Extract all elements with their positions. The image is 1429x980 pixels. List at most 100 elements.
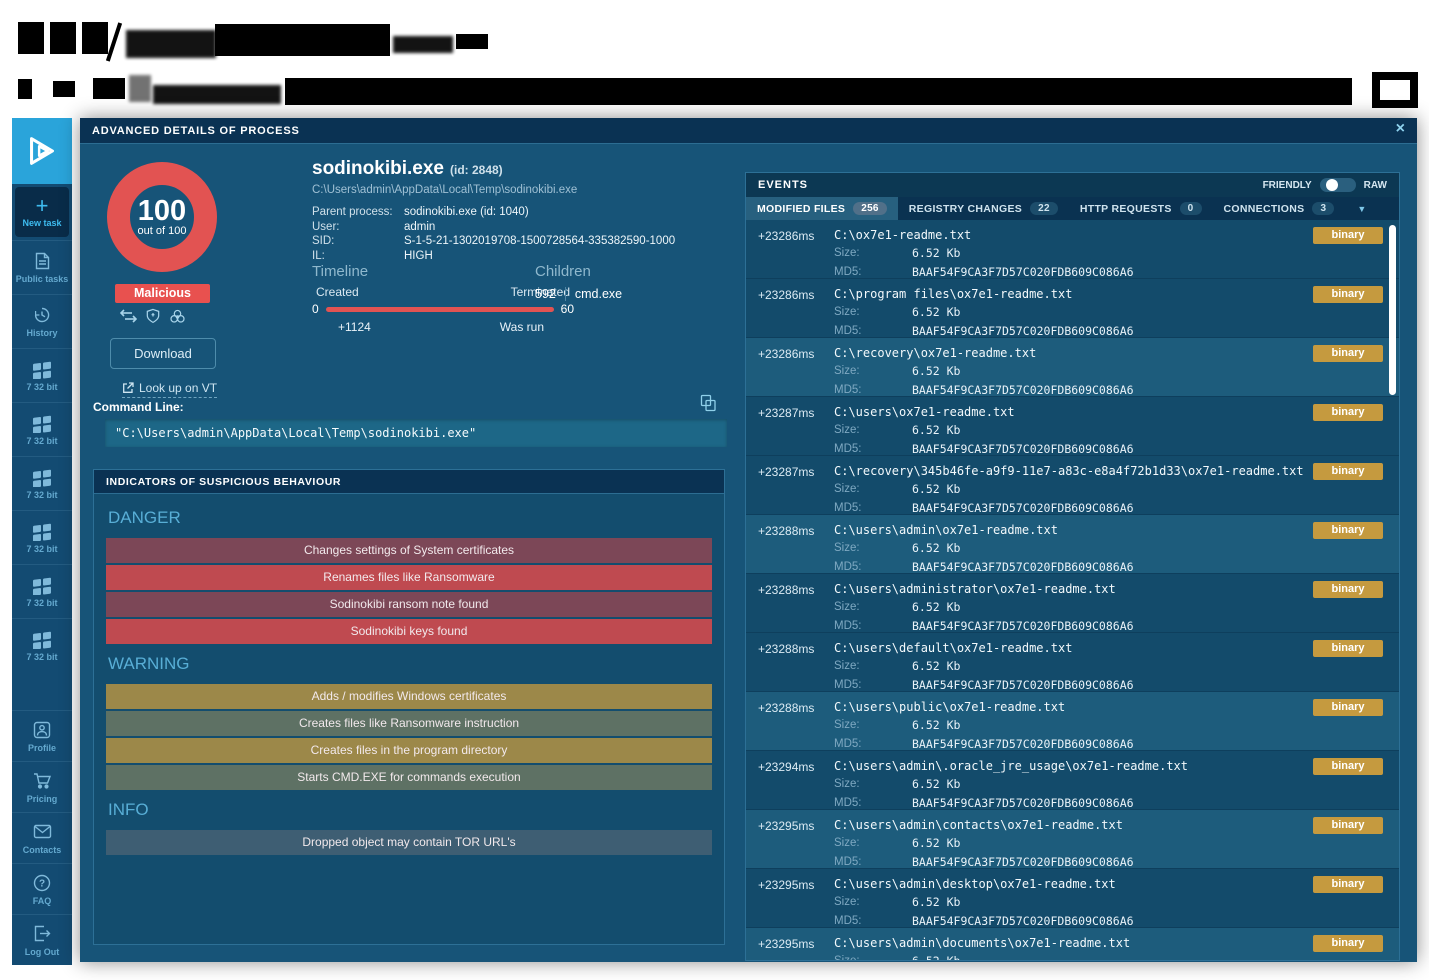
binary-button[interactable]: binary (1313, 876, 1383, 893)
child-pid: 592 (535, 287, 556, 301)
indicators-title: INDICATORS OF SUSPICIOUS BEHAVIOUR (106, 475, 342, 488)
event-row[interactable]: +23288ms C:\users\administrator\ox7e1-rea… (746, 574, 1399, 633)
event-field-label: Size: (834, 660, 860, 672)
binary-button[interactable]: binary (1313, 935, 1383, 952)
tab-label: REGISTRY CHANGES (908, 202, 1023, 215)
sidebar-item-label: Profile (27, 742, 56, 753)
tab-connections[interactable]: CONNECTIONS 3 (1213, 197, 1346, 220)
sidebar-item-public-tasks[interactable]: Public tasks (12, 240, 72, 294)
sidebar-spacer (12, 672, 72, 710)
binary-button[interactable]: binary (1313, 463, 1383, 480)
mail-icon (33, 822, 52, 842)
sidebar-item-vm-4[interactable]: 7 32 bit (12, 510, 72, 564)
redacted-block (393, 36, 453, 53)
event-row[interactable]: +23295ms C:\users\admin\contacts\ox7e1-re… (746, 810, 1399, 869)
sidebar-item-pricing[interactable]: Pricing (12, 761, 72, 812)
event-row[interactable]: +23288ms C:\users\default\ox7e1-readme.tx… (746, 633, 1399, 692)
binary-button[interactable]: binary (1313, 227, 1383, 244)
friendly-raw-toggle[interactable] (1319, 178, 1356, 192)
event-row[interactable]: +23294ms C:\users\admin\.oracle_jre_usage… (746, 751, 1399, 810)
scrollbar-thumb[interactable] (1389, 225, 1396, 395)
field-label: SID: (312, 235, 335, 247)
event-field-label: Size: (834, 247, 860, 259)
windows-icon (32, 467, 52, 487)
indicator-row[interactable]: Starts CMD.EXE for commands execution (106, 765, 712, 790)
event-timestamp: +23288ms (758, 701, 815, 715)
indicator-row[interactable]: Changes settings of System certificates (106, 538, 712, 563)
copy-icon[interactable] (700, 394, 717, 417)
event-field-value: 6.52 Kb (912, 246, 961, 260)
sidebar-item-vm-6[interactable]: 7 32 bit (12, 618, 72, 672)
raw-label[interactable]: RAW (1363, 179, 1387, 191)
indicator-row[interactable]: Renames files like Ransomware (106, 565, 712, 590)
sidebar-item-vm-3[interactable]: 7 32 bit (12, 456, 72, 510)
sidebar-item-history[interactable]: History (12, 294, 72, 348)
event-field-value: 6.52 Kb (912, 777, 961, 791)
event-row[interactable]: +23295ms C:\users\admin\desktop\ox7e1-rea… (746, 869, 1399, 928)
indicator-row[interactable]: Adds / modifies Windows certificates (106, 684, 712, 709)
event-row[interactable]: +23286ms C:\recovery\ox7e1-readme.txt Size… (746, 338, 1399, 397)
binary-button[interactable]: binary (1313, 699, 1383, 716)
event-row[interactable]: +23286ms C:\ox7e1-readme.txt Size: 6.52 Kb M… (746, 220, 1399, 279)
redacted-slash (105, 22, 123, 62)
indicator-row[interactable]: Sodinokibi ransom note found (106, 592, 712, 617)
binary-button[interactable]: binary (1313, 758, 1383, 775)
sidebar-item-contacts[interactable]: Contacts (12, 812, 72, 863)
binary-button[interactable]: binary (1313, 286, 1383, 303)
toggle-knob (1325, 179, 1338, 191)
indicator-row[interactable]: Creates files in the program directory (106, 738, 712, 763)
binary-button[interactable]: binary (1313, 404, 1383, 421)
event-row[interactable]: +23287ms C:\recovery\345b46fe-a9f9-11e7-a… (746, 456, 1399, 515)
binary-button[interactable]: binary (1313, 581, 1383, 598)
tab-registry-changes[interactable]: REGISTRY CHANGES 22 (898, 197, 1069, 220)
redacted-block (18, 79, 32, 99)
sidebar-item-log-out[interactable]: Log Out (12, 914, 72, 965)
shield-icon (146, 308, 160, 324)
tab-http-requests[interactable]: HTTP REQUESTS 0 (1069, 197, 1213, 220)
child-name[interactable]: cmd.exe (574, 287, 623, 301)
redacted-favicon (129, 75, 151, 102)
sidebar-item-vm-1[interactable]: 7 32 bit (12, 348, 72, 402)
sidebar-item-new-task[interactable]: + New task (12, 184, 72, 240)
event-field-value: BAAF54F9CA3F7D57C020FDB609C086A6 (912, 500, 1134, 515)
indicator-row[interactable]: Sodinokibi keys found (106, 619, 712, 644)
sidebar-item-label: 7 32 bit (26, 598, 58, 608)
vt-lookup-link[interactable]: Look up on VT (122, 381, 218, 398)
event-file-path: C:\users\admin\.oracle_jre_usage\ox7e1-r… (834, 759, 1189, 773)
indicator-row[interactable]: Creates files like Ransomware instructio… (106, 711, 712, 736)
event-field-value: BAAF54F9CA3F7D57C020FDB609C086A6 (912, 736, 1134, 751)
event-row[interactable]: +23288ms C:\users\public\ox7e1-readme.txt… (746, 692, 1399, 751)
sidebar-item-vm-2[interactable]: 7 32 bit (12, 402, 72, 456)
binary-button[interactable]: binary (1313, 522, 1383, 539)
event-field-value: 6.52 Kb (912, 836, 961, 850)
event-row[interactable]: +23286ms C:\program files\ox7e1-readme.tx… (746, 279, 1399, 338)
event-field-label: MD5: (834, 796, 862, 809)
anyrun-logo[interactable] (12, 118, 72, 184)
event-row[interactable]: +23287ms C:\users\ox7e1-readme.txt Size: 6.… (746, 397, 1399, 456)
event-file-path: C:\program files\ox7e1-readme.txt (834, 287, 1073, 301)
event-field-label: Size: (834, 424, 860, 436)
event-field-label: MD5: (834, 619, 862, 632)
event-field-value: BAAF54F9CA3F7D57C020FDB609C086A6 (912, 913, 1134, 928)
event-row[interactable]: +23295ms C:\users\admin\documents\ox7e1-r… (746, 928, 1399, 960)
binary-button[interactable]: binary (1313, 640, 1383, 657)
event-row[interactable]: +23288ms C:\users\admin\ox7e1-readme.txt S… (746, 515, 1399, 574)
binary-button[interactable]: binary (1313, 345, 1383, 362)
friendly-label[interactable]: FRIENDLY (1262, 179, 1312, 191)
binary-button[interactable]: binary (1313, 817, 1383, 834)
sidebar-item-profile[interactable]: Profile (12, 710, 72, 761)
close-icon[interactable]: × (1395, 120, 1405, 137)
download-button[interactable]: Download (110, 338, 216, 369)
sidebar-item-vm-5[interactable]: 7 32 bit (12, 564, 72, 618)
sidebar-item-faq[interactable]: ? FAQ (12, 863, 72, 914)
event-field-value: BAAF54F9CA3F7D57C020FDB609C086A6 (912, 854, 1134, 869)
play-triangles-icon (30, 137, 54, 165)
tab-modified-files[interactable]: MODIFIED FILES 256 (746, 197, 898, 220)
chevron-down-icon[interactable]: ▼ (1357, 203, 1367, 214)
event-field-value: 6.52 Kb (912, 952, 960, 960)
sidebar-item-label: Public tasks (15, 274, 69, 284)
process-flag-icons (120, 308, 186, 324)
field-label: User: (312, 220, 340, 233)
event-field-label: MD5: (834, 914, 862, 927)
indicator-row[interactable]: Dropped object may contain TOR URL's (106, 830, 712, 855)
